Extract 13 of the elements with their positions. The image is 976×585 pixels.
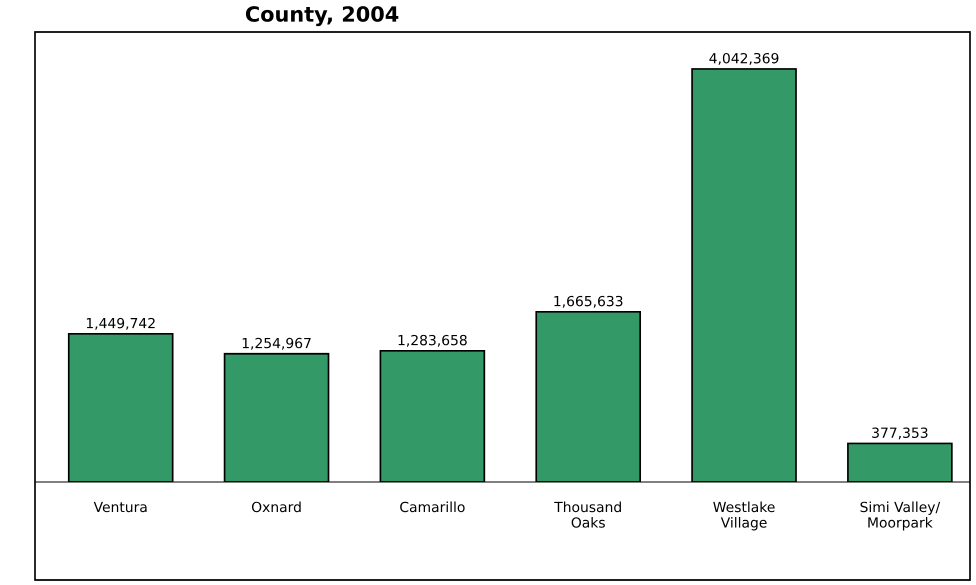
- data-label: 1,665,633: [554, 296, 622, 308]
- data-label: 1,254,967: [242, 338, 311, 350]
- x-tick-label: Simi Valley/ Moorpark: [860, 501, 940, 530]
- x-tick-label: Camarillo: [400, 501, 465, 512]
- chart-title: County, 2004: [246, 6, 398, 26]
- x-tick-label: Thousand Oaks: [554, 501, 621, 528]
- x-tick-label: Westlake Village: [713, 501, 775, 530]
- data-label: 1,283,658: [398, 334, 467, 347]
- data-label: 4,042,369: [709, 52, 778, 65]
- data-label: 377,353: [872, 427, 928, 440]
- x-tick-label: Ventura: [94, 502, 147, 512]
- data-label: 1,449,742: [86, 318, 155, 330]
- x-tick-label: Oxnard: [252, 501, 301, 512]
